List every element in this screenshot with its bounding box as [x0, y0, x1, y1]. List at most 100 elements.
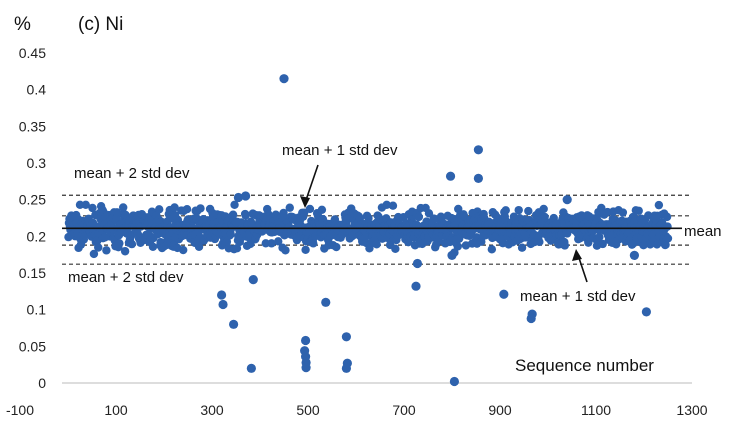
data-point: [372, 240, 381, 249]
y-tick-label: 0.2: [27, 228, 47, 244]
data-point: [598, 239, 607, 249]
x-tick-label: 900: [488, 402, 512, 418]
data-point: [429, 214, 438, 223]
y-tick-label: 0.3: [27, 155, 47, 171]
data-point: [248, 275, 258, 285]
arrow-plus1-top: [304, 164, 319, 204]
data-point: [654, 200, 664, 210]
data-point: [332, 242, 341, 252]
data-point: [618, 208, 628, 217]
data-point: [281, 246, 290, 255]
data-point: [517, 243, 527, 252]
data-point: [119, 203, 128, 212]
x-tick-label: 500: [296, 402, 320, 418]
data-point: [89, 249, 99, 259]
y-tick-label: 0.05: [19, 338, 46, 354]
data-points: [62, 74, 682, 387]
data-point: [120, 247, 130, 256]
data-point: [499, 289, 509, 299]
data-point: [261, 239, 270, 248]
data-point: [230, 200, 239, 209]
data-point: [473, 173, 483, 183]
y-tick-label: 0.15: [19, 265, 46, 281]
x-tick-label: 1100: [581, 402, 611, 418]
data-point: [321, 297, 331, 307]
data-point: [535, 237, 544, 247]
y-tick-label: 0.35: [19, 118, 46, 134]
data-point: [539, 204, 548, 214]
data-point: [217, 290, 227, 300]
data-point: [663, 222, 672, 231]
x-tick-label: 700: [392, 402, 416, 418]
data-point: [364, 214, 373, 223]
annotation-plus2-top: mean + 2 std dev: [74, 165, 190, 182]
data-point: [597, 203, 606, 213]
data-point: [663, 234, 673, 243]
y-tick-label: 0.45: [19, 45, 46, 61]
data-point: [341, 363, 351, 373]
annotation-plus1-top: mean + 1 std dev: [282, 142, 398, 159]
x-tick-label: 100: [104, 402, 128, 418]
data-point: [501, 206, 510, 215]
data-point: [75, 200, 85, 209]
y-tick-label: 0.4: [27, 82, 47, 98]
data-point: [449, 376, 459, 387]
data-point: [88, 203, 97, 213]
data-point: [155, 205, 164, 214]
arrowhead-plus1-top: [300, 196, 310, 208]
data-point: [182, 205, 192, 214]
data-point: [274, 237, 283, 246]
data-point: [453, 242, 462, 251]
data-point: [562, 195, 572, 205]
data-point: [148, 242, 158, 251]
data-point: [241, 191, 251, 201]
data-point: [170, 203, 179, 212]
y-tick-label: 0: [38, 375, 46, 391]
y-axis-unit-label: %: [14, 14, 31, 35]
data-point: [267, 239, 276, 248]
data-point: [341, 332, 351, 342]
data-point: [301, 245, 310, 254]
data-point: [412, 258, 423, 269]
data-point: [317, 205, 327, 215]
x-axis-label: Sequence number: [515, 356, 654, 375]
data-point: [391, 244, 400, 254]
data-point: [514, 205, 523, 215]
data-point: [411, 281, 421, 291]
data-point: [115, 239, 124, 248]
data-point: [560, 241, 569, 250]
data-point: [487, 245, 497, 254]
data-point: [662, 212, 672, 222]
data-point: [222, 237, 232, 246]
data-point: [455, 234, 464, 243]
data-point: [81, 200, 90, 209]
data-point: [445, 171, 456, 181]
data-point: [179, 245, 188, 255]
y-tick-label: 0.25: [19, 192, 46, 208]
data-point: [285, 203, 294, 212]
data-point: [94, 243, 103, 252]
data-point: [634, 206, 643, 215]
data-point: [595, 232, 604, 242]
data-point: [241, 211, 250, 220]
data-point: [388, 201, 398, 210]
data-point: [382, 200, 391, 209]
data-point: [226, 230, 235, 239]
y-tick-label: 0.1: [27, 302, 47, 318]
data-point: [229, 319, 239, 329]
data-point: [218, 299, 228, 310]
y-axis-ticks: 0 0.05 0.1 0.15 0.2 0.25 0.3 0.35 0.4 0.45: [19, 45, 46, 391]
data-point: [279, 74, 289, 84]
annotation-minus2-bottom: mean + 2 std dev: [68, 269, 184, 286]
data-point: [194, 242, 204, 251]
chart-title: (c) Ni: [78, 14, 123, 35]
data-point: [127, 239, 137, 249]
data-point: [309, 239, 318, 248]
data-point: [414, 212, 424, 222]
x-tick-label: 300: [200, 402, 224, 418]
data-point: [447, 250, 457, 260]
data-point: [526, 313, 536, 324]
data-point: [305, 204, 315, 214]
x-tick-label: 1300: [676, 402, 707, 418]
